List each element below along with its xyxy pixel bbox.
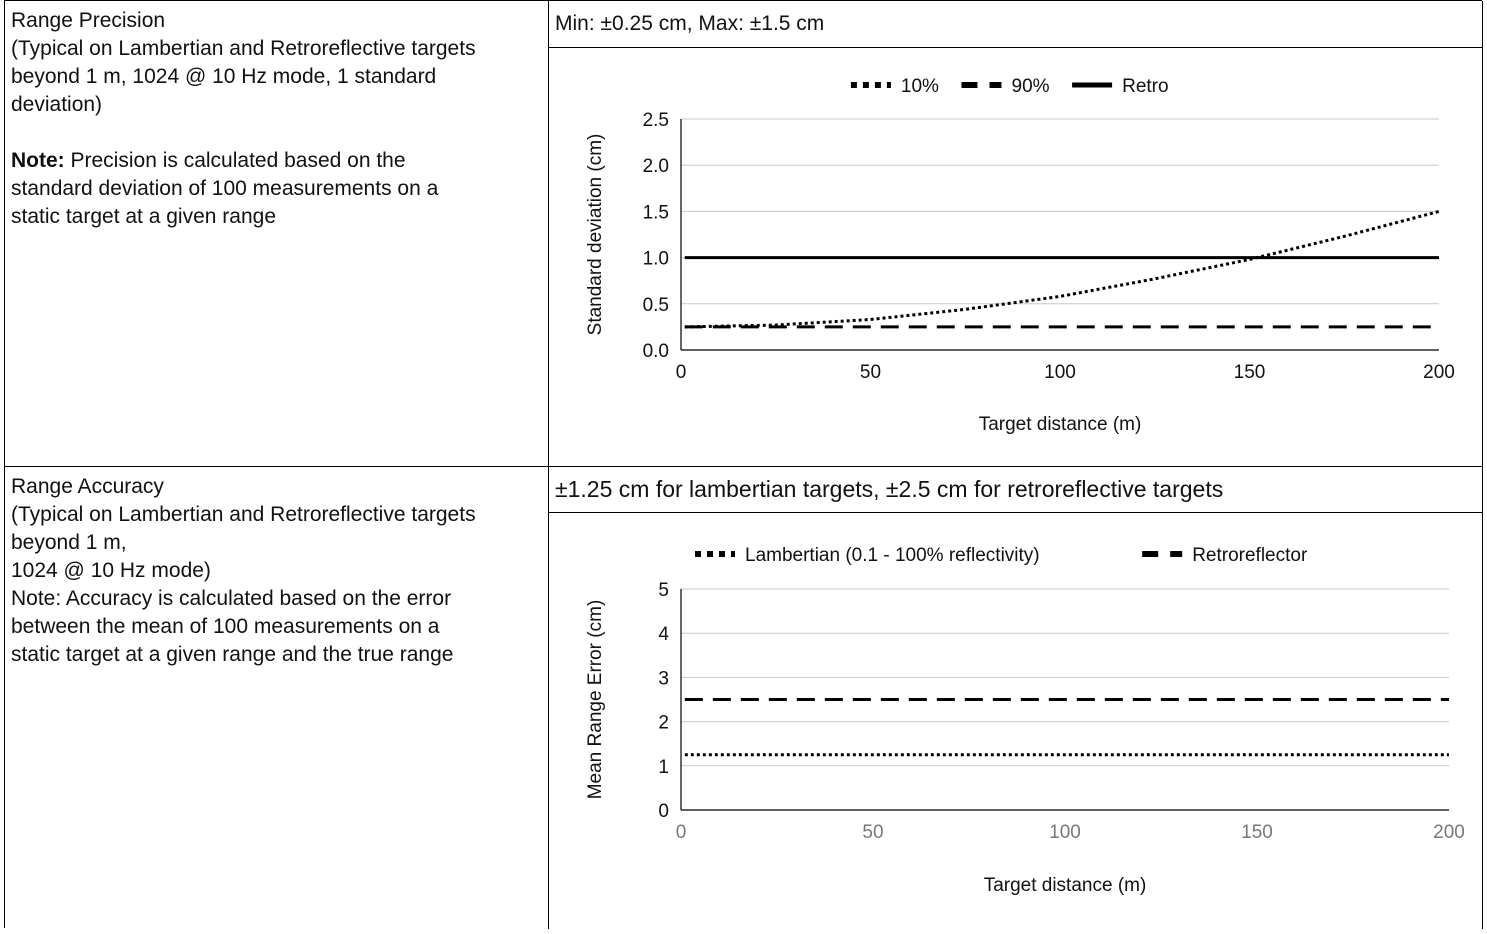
y-tick-label: 0.0 — [643, 341, 669, 362]
precision-note-line: standard deviation of 100 measurements o… — [11, 177, 439, 200]
legend-label: 90% — [1012, 76, 1050, 97]
accuracy-spec: ±1.25 cm for lambertian targets, ±2.5 cm… — [555, 476, 1224, 502]
x-tick-label: 100 — [1044, 362, 1076, 383]
precision-description-cell: Range Precision (Typical on Lambertian a… — [5, 1, 549, 467]
accuracy-desc-line: static target at a given range and the t… — [11, 643, 454, 666]
legend-label: Retroreflector — [1192, 545, 1308, 566]
precision-spec-cell: Min: ±0.25 cm, Max: ±1.5 cm — [549, 1, 1483, 48]
accuracy-description-cell: Range Accuracy (Typical on Lambertian an… — [5, 467, 549, 929]
x-tick-label: 150 — [1241, 822, 1273, 843]
x-axis-title: Target distance (m) — [979, 414, 1142, 435]
y-axis-title: Mean Range Error (cm) — [585, 600, 606, 800]
legend-label: Retro — [1122, 76, 1168, 97]
precision-note-line: static target at a given range — [11, 205, 276, 228]
x-tick-label: 100 — [1049, 822, 1081, 843]
precision-spec: Min: ±0.25 cm, Max: ±1.5 cm — [555, 12, 825, 35]
precision-title: Range Precision — [11, 9, 166, 32]
x-tick-label: 200 — [1433, 822, 1465, 843]
accuracy-desc-line: beyond 1 m, — [11, 531, 127, 554]
x-axis-title: Target distance (m) — [984, 875, 1147, 896]
precision-note-label: Note: — [11, 149, 65, 172]
accuracy-chart-cell: 0 1 2 3 4 5 0 50 100 150 200 Target distance (m) Mea… — [549, 513, 1483, 929]
y-tick-label: 4 — [658, 624, 669, 645]
spec-table: Range Precision (Typical on Lambertian a… — [4, 0, 1483, 929]
legend-label: Lambertian (0.1 - 100% reflectivity) — [745, 545, 1040, 566]
x-tick-label: 0 — [676, 362, 687, 383]
precision-chart: 0.0 0.5 1.0 1.5 2.0 2.5 0 50 100 150 200 Target dis… — [585, 76, 1455, 435]
accuracy-desc-line: Note: Accuracy is calculated based on th… — [11, 587, 452, 610]
precision-note-line: Note: Precision is calculated based on t… — [11, 147, 548, 175]
y-tick-label: 0.5 — [643, 295, 669, 316]
x-tick-label: 150 — [1234, 362, 1266, 383]
precision-desc-line: beyond 1 m, 1024 @ 10 Hz mode, 1 standar… — [11, 65, 437, 88]
y-tick-label: 1.5 — [643, 202, 669, 223]
accuracy-desc-line: (Typical on Lambertian and Retroreflecti… — [11, 503, 476, 526]
accuracy-desc-line: between the mean of 100 measurements on … — [11, 615, 440, 638]
y-tick-label: 3 — [658, 668, 669, 689]
y-tick-label: 2.0 — [643, 156, 669, 177]
y-tick-label: 5 — [658, 580, 669, 601]
accuracy-title: Range Accuracy — [11, 475, 164, 498]
y-tick-label: 1.0 — [643, 249, 669, 270]
precision-desc-line: deviation) — [11, 93, 103, 116]
precision-note-text: Precision is calculated based on the — [64, 149, 406, 172]
accuracy-spec-cell: ±1.25 cm for lambertian targets, ±2.5 cm… — [549, 467, 1483, 513]
x-tick-label: 200 — [1423, 362, 1455, 383]
series-line-dotted — [684, 209, 1440, 329]
precision-chart-cell: 0.0 0.5 1.0 1.5 2.0 2.5 0 50 100 150 200 Target dis… — [549, 48, 1483, 467]
y-tick-label: 0 — [658, 801, 669, 822]
x-tick-label: 0 — [676, 822, 687, 843]
accuracy-desc-line: 1024 @ 10 Hz mode) — [11, 559, 211, 582]
precision-desc-line: (Typical on Lambertian and Retroreflecti… — [11, 37, 476, 60]
y-axis-title: Standard deviation (cm) — [585, 134, 606, 336]
y-tick-label: 2 — [658, 713, 669, 734]
x-tick-label: 50 — [862, 822, 883, 843]
y-tick-label: 2.5 — [643, 110, 669, 131]
legend-label: 10% — [901, 76, 939, 97]
x-tick-label: 50 — [860, 362, 881, 383]
y-tick-label: 1 — [658, 757, 669, 778]
